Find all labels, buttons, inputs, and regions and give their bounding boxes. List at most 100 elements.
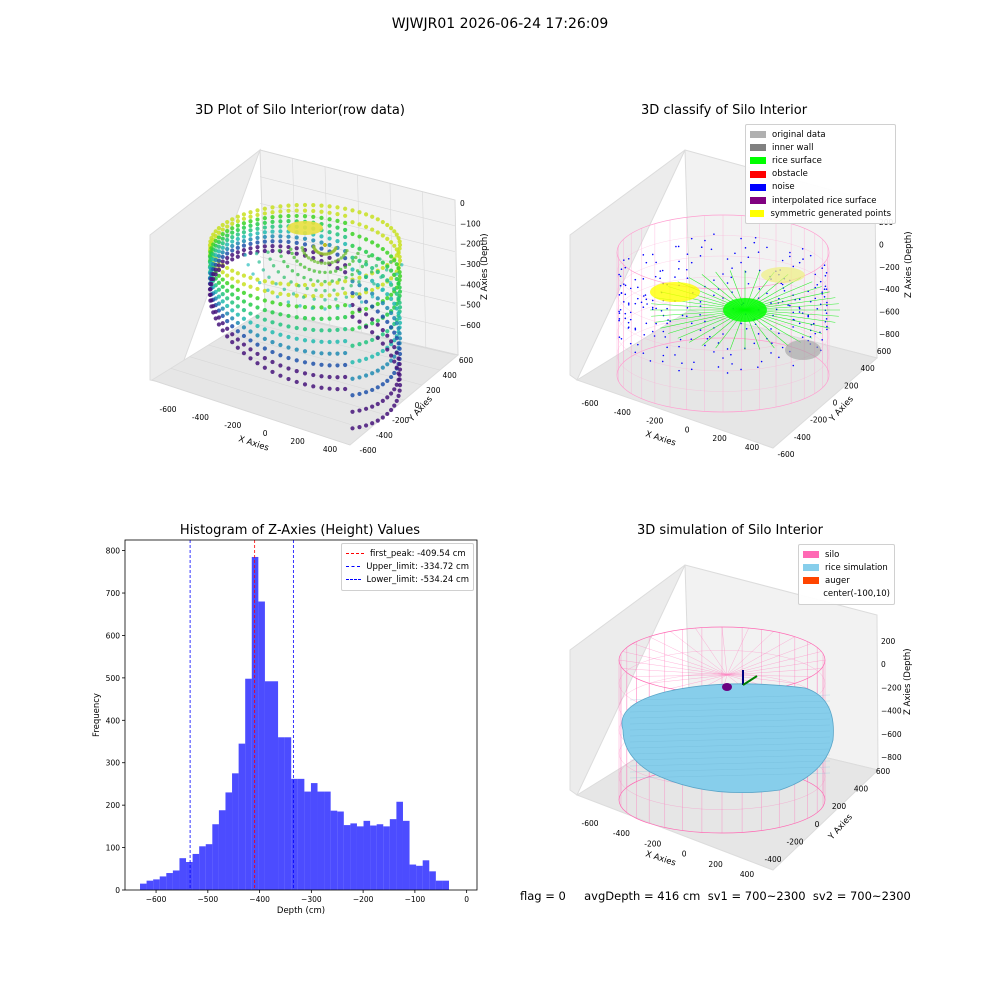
noise-point (798, 322, 801, 325)
raw-point (230, 316, 235, 321)
raw-point (323, 307, 327, 311)
raw-point (241, 333, 247, 339)
raw-point (235, 245, 240, 250)
histogram-bar (422, 860, 430, 890)
raw-point (271, 264, 276, 268)
noise-point (627, 257, 630, 260)
raw-point (241, 325, 247, 330)
legend-label: noise (772, 182, 795, 193)
raw-point (328, 270, 333, 274)
raw-point (335, 375, 340, 380)
histogram-bar (225, 792, 233, 890)
raw-point (278, 291, 283, 296)
raw-point (343, 374, 348, 380)
legend-entry: rice surface (750, 154, 891, 167)
noise-point (624, 312, 627, 315)
raw-point (397, 305, 403, 310)
raw-point (230, 284, 235, 289)
noise-point (618, 273, 620, 276)
x-tick-label: 0 (682, 850, 687, 859)
raw-point (357, 210, 362, 215)
y-tick-label: -600 (359, 446, 376, 455)
noise-point (758, 288, 761, 290)
raw-point (367, 254, 371, 259)
histogram-bar (153, 879, 160, 890)
noise-point (814, 297, 817, 300)
noise-point (646, 303, 648, 305)
raw-point (327, 293, 332, 298)
noise-point (655, 261, 657, 264)
classify-scatter (616, 214, 840, 413)
legend-entry: obstacle (750, 168, 891, 181)
noise-point (754, 236, 757, 239)
noise-point (731, 267, 733, 269)
raw-point (248, 246, 253, 251)
raw-point (380, 382, 385, 387)
noise-point (757, 333, 760, 335)
raw-point (267, 275, 271, 279)
noise-point (801, 248, 804, 250)
raw-point (255, 231, 260, 236)
noise-point (627, 321, 630, 324)
legend-entry: silo (803, 548, 890, 561)
histogram-bar (343, 825, 351, 890)
raw-point (357, 295, 362, 300)
noise-point (826, 325, 828, 328)
raw-point (356, 251, 360, 256)
raw-point (311, 339, 316, 344)
raw-point (327, 328, 332, 333)
histogram-bar (310, 783, 318, 890)
raw-point (235, 214, 240, 219)
raw-point (370, 321, 375, 326)
noise-point (699, 301, 702, 303)
raw-point (319, 209, 324, 214)
raw-point (278, 332, 283, 337)
raw-scatter (207, 202, 404, 431)
raw-point (380, 246, 385, 252)
noise-point (824, 274, 827, 277)
raw-point (225, 265, 230, 271)
raw-point (396, 393, 401, 399)
histogram-bar (271, 681, 279, 890)
legend-swatch (803, 564, 819, 572)
raw-point (323, 261, 327, 265)
noise-point (798, 307, 801, 310)
z-tick-label: −800 (879, 330, 900, 339)
raw-point (220, 245, 225, 250)
raw-point (302, 349, 308, 354)
raw-point (241, 273, 247, 278)
histogram-bar (258, 601, 265, 890)
raw-point (311, 372, 316, 378)
histogram-bar (383, 826, 390, 890)
raw-point (380, 301, 385, 306)
raw-point (394, 382, 399, 387)
raw-point (370, 421, 375, 426)
noise-point (660, 309, 663, 312)
raw-point (302, 338, 308, 343)
raw-point (380, 314, 385, 319)
raw-point (285, 264, 290, 269)
noise-point (637, 343, 639, 346)
raw-point (394, 365, 399, 370)
noise-point (629, 311, 632, 314)
legend-swatch (803, 551, 819, 559)
raw-point (319, 261, 324, 265)
raw-point (213, 253, 218, 258)
raw-point (255, 235, 260, 241)
legend-swatch (803, 591, 817, 598)
raw-point (235, 287, 240, 292)
raw-point (241, 308, 247, 313)
x-tick-label: −300 (301, 895, 322, 904)
raw-point (397, 351, 403, 357)
noise-point (678, 268, 680, 270)
raw-point (235, 320, 240, 326)
raw-point (278, 363, 283, 368)
z-tick-label: −600 (879, 308, 900, 317)
y-tick-label: 200 (844, 381, 859, 390)
rice-mesh-line (629, 724, 831, 731)
silo-roof-rib (726, 636, 795, 676)
silo-roof-rib (726, 674, 812, 677)
raw-point (388, 240, 394, 245)
raw-point (296, 272, 300, 277)
noise-point (826, 301, 828, 304)
